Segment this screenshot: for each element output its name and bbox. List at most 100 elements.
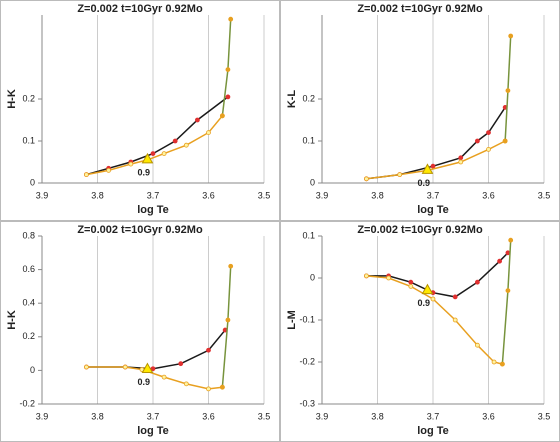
point bbox=[122, 364, 128, 370]
point bbox=[452, 317, 458, 323]
y-tick-label: -0.2 bbox=[19, 398, 35, 408]
y-tick-label: 0.1 bbox=[22, 135, 35, 145]
x-axis-label: log Te bbox=[417, 425, 449, 437]
point bbox=[364, 273, 369, 279]
point bbox=[430, 163, 436, 169]
point bbox=[206, 347, 211, 353]
x-tick-label: 3.6 bbox=[482, 190, 495, 200]
x-tick-label: 3.8 bbox=[91, 190, 104, 200]
y-tick-label: -0.3 bbox=[299, 398, 315, 408]
point bbox=[225, 94, 231, 100]
point bbox=[161, 374, 167, 380]
annotation-marker bbox=[141, 152, 154, 164]
point bbox=[491, 359, 497, 365]
annotation-label: 0.9 bbox=[417, 178, 430, 188]
point bbox=[225, 317, 231, 323]
x-tick-label: 3.6 bbox=[202, 190, 215, 200]
y-tick-label: 0 bbox=[30, 177, 35, 187]
x-tick-label: 3.8 bbox=[91, 411, 104, 421]
point bbox=[150, 151, 156, 157]
annotation-marker bbox=[421, 283, 434, 295]
x-tick-label: 3.6 bbox=[202, 411, 215, 421]
x-tick-label: 3.7 bbox=[147, 190, 160, 200]
y-tick-label: 0.6 bbox=[22, 264, 35, 274]
point bbox=[505, 288, 511, 293]
x-tick-label: 3.5 bbox=[538, 411, 551, 421]
x-axis-label: log Te bbox=[417, 204, 449, 216]
x-tick-label: 3.5 bbox=[538, 190, 551, 200]
point bbox=[128, 161, 134, 167]
x-tick-label: 3.5 bbox=[258, 190, 271, 200]
point bbox=[150, 366, 156, 372]
point bbox=[397, 172, 403, 178]
y-axis-label: H-K bbox=[6, 310, 18, 330]
y-tick-label: 0.2 bbox=[22, 93, 35, 103]
x-tick-label: 3.9 bbox=[316, 190, 329, 200]
y-axis-label: H-K bbox=[6, 89, 18, 109]
y-tick-label: 0.2 bbox=[22, 331, 35, 341]
x-tick-label: 3.8 bbox=[371, 190, 384, 200]
annotation-label: 0.9 bbox=[417, 298, 430, 308]
series-line bbox=[86, 115, 223, 176]
y-tick-label: 0 bbox=[30, 365, 35, 375]
point bbox=[486, 130, 491, 136]
series-line bbox=[366, 252, 509, 298]
point bbox=[499, 361, 505, 367]
point bbox=[505, 88, 511, 93]
chart-panel: Z=0.002 t=10Gyr 0.92Mo 3.9 3.8 3.7 3.6 3.5 0 0.… bbox=[0, 0, 280, 221]
point bbox=[106, 167, 111, 173]
x-tick-label: 3.9 bbox=[316, 411, 329, 421]
y-tick-label: 0 bbox=[310, 272, 315, 282]
point bbox=[458, 155, 464, 161]
chart-title: Z=0.002 t=10Gyr 0.92Mo bbox=[77, 3, 203, 15]
point bbox=[502, 138, 508, 144]
point bbox=[84, 364, 89, 370]
annotation-marker bbox=[141, 362, 154, 374]
y-tick-label: -0.1 bbox=[299, 314, 315, 324]
point bbox=[474, 279, 480, 285]
point bbox=[508, 237, 514, 243]
point bbox=[178, 361, 184, 367]
point bbox=[364, 176, 369, 182]
point bbox=[474, 342, 480, 348]
chart-panel: Z=0.002 t=10Gyr 0.92Mo 3.9 3.8 3.7 3.6 3.5 -0.… bbox=[0, 221, 280, 442]
x-tick-label: 3.5 bbox=[258, 411, 271, 421]
point bbox=[474, 138, 480, 144]
chart-panel: Z=0.002 t=10Gyr 0.92Mo 3.9 3.8 3.7 3.6 3.5 0 0.… bbox=[280, 0, 560, 221]
point bbox=[458, 159, 464, 165]
annotation-label: 0.9 bbox=[137, 167, 150, 177]
series-line bbox=[366, 275, 503, 365]
point bbox=[206, 130, 211, 136]
point bbox=[194, 117, 200, 123]
point bbox=[497, 258, 503, 264]
point bbox=[408, 284, 414, 289]
point bbox=[84, 172, 89, 178]
point bbox=[408, 279, 414, 285]
point bbox=[430, 296, 436, 302]
y-tick-label: 0.8 bbox=[22, 230, 35, 240]
x-tick-label: 3.6 bbox=[482, 411, 495, 421]
series-line bbox=[366, 140, 506, 180]
chart-title: Z=0.002 t=10Gyr 0.92Mo bbox=[357, 3, 483, 15]
x-tick-label: 3.7 bbox=[427, 411, 440, 421]
point bbox=[206, 386, 211, 392]
y-axis-label: L-M bbox=[286, 310, 298, 330]
y-tick-label: -0.2 bbox=[299, 356, 315, 366]
point bbox=[508, 33, 514, 39]
annotation-marker bbox=[421, 163, 434, 174]
panel-frame bbox=[280, 221, 560, 442]
point bbox=[183, 142, 189, 148]
point bbox=[225, 67, 231, 72]
point bbox=[452, 294, 458, 300]
panel-frame bbox=[0, 221, 280, 442]
x-tick-label: 3.7 bbox=[427, 190, 440, 200]
chart-panel: Z=0.002 t=10Gyr 0.92Mo 3.9 3.8 3.7 3.6 3.5 -0.… bbox=[280, 221, 560, 442]
y-tick-label: 0.2 bbox=[302, 93, 315, 103]
x-tick-label: 3.7 bbox=[147, 411, 160, 421]
y-tick-label: 0.1 bbox=[302, 135, 315, 145]
point bbox=[228, 263, 234, 269]
y-axis-label: K-L bbox=[286, 90, 298, 109]
x-tick-label: 3.9 bbox=[36, 190, 49, 200]
